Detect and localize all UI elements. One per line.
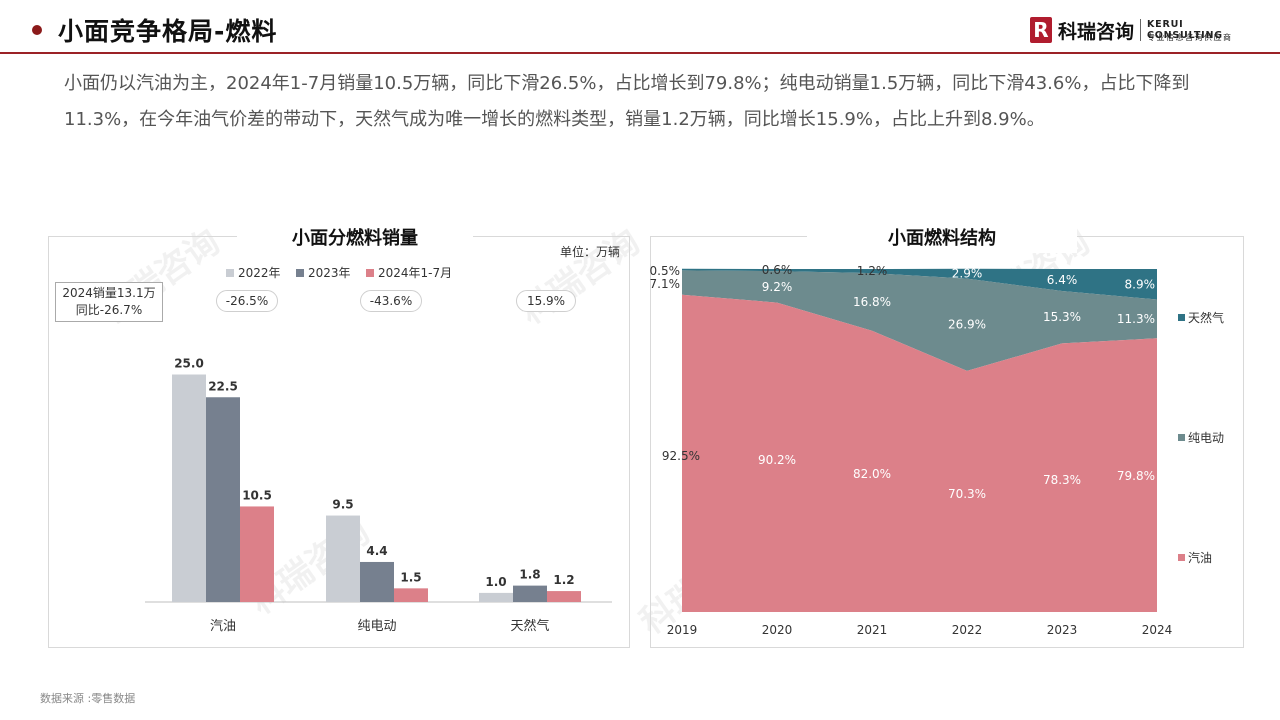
bar [240, 506, 274, 602]
area-value-label: 26.9% [948, 318, 986, 332]
bar-value-label: 1.8 [519, 568, 540, 582]
legend-label: 天然气 [1188, 311, 1225, 325]
area-value-label: 15.3% [1043, 310, 1081, 324]
header: 小面竞争格局-燃料 R 科瑞咨询 KERUI CONSULTING 专业信息咨询… [0, 0, 1280, 54]
area-value-label: 16.8% [853, 295, 891, 309]
category-label: 天然气 [510, 618, 549, 634]
yoy-badge-ng: 15.9% [516, 290, 576, 312]
area-value-label: 92.5% [662, 449, 700, 463]
page-title: 小面竞争格局-燃料 [58, 17, 278, 46]
callout-line-2: 同比-26.7% [75, 303, 143, 317]
legend-item-ev: 纯电动 [1178, 429, 1224, 446]
area-value-label: 9.2% [762, 280, 793, 294]
bar-value-label: 4.4 [366, 544, 387, 558]
category-label: 纯电动 [357, 619, 396, 634]
total-callout: 2024销量13.1万 同比-26.7% [55, 282, 163, 322]
bar [206, 397, 240, 602]
legend-item-2023: 2023年 [296, 264, 351, 281]
area-value-label: 0.6% [762, 263, 793, 277]
header-divider [0, 52, 1280, 54]
area-value-label: 90.2% [758, 453, 796, 467]
legend-label: 2022年 [238, 266, 281, 280]
legend-swatch [226, 268, 234, 277]
area-value-label: 82.0% [853, 467, 891, 481]
legend-swatch [1178, 314, 1185, 321]
logo-english: KERUI CONSULTING [1147, 19, 1223, 41]
logo-name: 科瑞咨询 [1058, 21, 1135, 43]
x-tick-label: 2022 [952, 623, 983, 637]
logo-tagline: 专业信息咨询供应商 [1147, 33, 1233, 42]
area-value-label: 2.9% [952, 267, 983, 281]
bar [479, 592, 513, 602]
area-series-ng [682, 268, 1157, 300]
bar-value-label: 25.0 [174, 357, 204, 371]
legend-label: 2023年 [308, 266, 351, 280]
x-tick-label: 2019 [667, 623, 698, 637]
area-chart-title: 小面燃料结构 [807, 225, 1077, 253]
bar [547, 591, 581, 602]
legend-label: 2024年1-7月 [378, 266, 453, 280]
bar-value-label: 22.5 [208, 379, 238, 393]
bar-chart-unit: 单位：万辆 [560, 245, 621, 259]
area-chart-panel: 小面燃料结构 [650, 225, 1244, 648]
legend-swatch [1178, 554, 1185, 561]
bar-value-label: 10.5 [242, 488, 272, 502]
legend-swatch [366, 268, 374, 277]
x-tick-label: 2021 [857, 623, 888, 637]
category-label: 汽油 [210, 619, 236, 634]
x-tick-label: 2020 [762, 623, 793, 637]
area-value-label: 70.3% [948, 487, 986, 501]
logo-divider [1140, 19, 1141, 41]
bar [513, 585, 547, 602]
legend-item-ng: 天然气 [1178, 309, 1224, 326]
area-value-label: 0.5% [650, 264, 681, 278]
x-tick-label: 2023 [1047, 623, 1078, 637]
data-source: 数据来源 :零售数据 [40, 692, 136, 705]
title-bullet [32, 25, 42, 35]
yoy-badge-gasoline: -26.5% [216, 290, 278, 312]
bar [394, 588, 428, 602]
bar-value-label: 1.5 [400, 570, 421, 584]
area-value-label: 8.9% [1125, 277, 1156, 291]
legend-label: 汽油 [1188, 551, 1213, 565]
legend-swatch [1178, 434, 1185, 441]
area-value-label: 7.1% [650, 277, 681, 291]
area-value-label: 79.8% [1117, 469, 1155, 483]
legend-item-2024: 2024年1-7月 [366, 264, 452, 281]
legend-label: 纯电动 [1188, 431, 1225, 445]
area-value-label: 78.3% [1043, 473, 1081, 487]
bar-value-label: 9.5 [332, 498, 353, 512]
summary-text: 小面仍以汽油为主，2024年1-7月销量10.5万辆，同比下滑26.5%，占比增… [64, 73, 1190, 130]
bar-value-label: 1.0 [485, 575, 506, 589]
x-tick-label: 2024 [1142, 623, 1173, 637]
bar [172, 374, 206, 602]
bar-chart-title: 小面分燃料销量 [237, 225, 473, 253]
area-value-label: 1.2% [857, 264, 888, 278]
legend-swatch [296, 268, 304, 277]
legend-item-2022: 2022年 [226, 264, 281, 281]
bar-value-label: 1.2 [553, 573, 574, 587]
yoy-badge-ev: -43.6% [360, 290, 422, 312]
area-value-label: 6.4% [1047, 273, 1078, 287]
logo-mark: R [1030, 17, 1052, 43]
logo: R 科瑞咨询 KERUI CONSULTING 专业信息咨询供应商 [1030, 15, 1260, 45]
area-series-gasoline [682, 294, 1157, 612]
callout-line-1: 2024销量13.1万 [62, 286, 156, 300]
legend-item-gasoline: 汽油 [1178, 549, 1212, 566]
bar-chart-panel: 小面分燃料销量 [48, 225, 630, 648]
bar [360, 561, 394, 602]
area-value-label: 11.3% [1117, 312, 1155, 326]
bar [326, 515, 360, 602]
area-series-ev [682, 270, 1157, 371]
